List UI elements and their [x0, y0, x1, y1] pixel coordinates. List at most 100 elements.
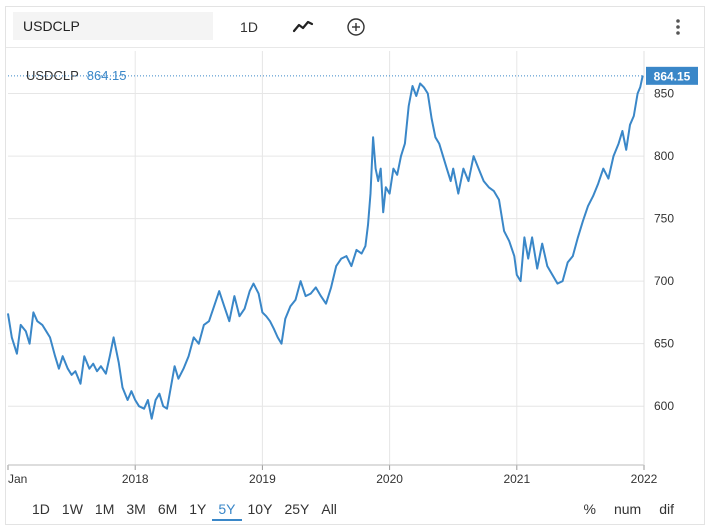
data-point: [556, 283, 559, 285]
data-point: [389, 193, 391, 195]
data-point: [249, 290, 251, 292]
data-point: [58, 368, 60, 370]
range-button-1d[interactable]: 1D: [32, 501, 50, 517]
data-point: [127, 399, 129, 401]
axes: 600 650 700 750 800 850 Jan 2018 2019 2020 2021 202…: [7, 51, 674, 486]
data-point: [96, 370, 98, 372]
data-point: [20, 324, 22, 326]
data-point: [244, 308, 246, 310]
range-button-all[interactable]: All: [321, 501, 337, 517]
data-point: [372, 136, 374, 138]
data-point: [258, 293, 260, 295]
data-point: [567, 261, 569, 263]
data-point: [49, 336, 51, 338]
data-point: [493, 190, 495, 192]
data-point: [305, 295, 307, 297]
x-tick-label: Jan: [8, 472, 27, 486]
data-point: [612, 155, 615, 157]
range-button-5y[interactable]: 5Y: [212, 497, 242, 521]
data-point: [396, 174, 398, 176]
data-point: [238, 315, 241, 317]
more-vertical-icon: [676, 19, 680, 35]
data-point: [457, 193, 459, 195]
data-point: [400, 155, 402, 157]
data-point: [411, 85, 414, 87]
data-point: [203, 324, 205, 326]
data-point: [320, 295, 322, 297]
data-point: [582, 220, 584, 222]
data-point: [431, 117, 433, 120]
price-chart[interactable]: 600 650 700 750 800 850 Jan 2018 2019 2020 2021 202…: [6, 7, 706, 487]
interval-button[interactable]: 1D: [240, 19, 258, 35]
series-layer: [7, 75, 644, 420]
data-point: [503, 230, 505, 232]
data-point: [155, 399, 157, 401]
data-point: [177, 378, 179, 380]
data-point: [637, 92, 639, 95]
data-point: [325, 303, 327, 305]
data-point: [340, 258, 342, 260]
data-point: [607, 178, 610, 180]
data-point: [300, 280, 302, 282]
data-point: [261, 311, 263, 313]
data-point: [345, 255, 347, 257]
data-point: [113, 336, 115, 338]
data-point: [134, 399, 136, 401]
range-button-1m[interactable]: 1M: [94, 501, 115, 517]
range-button-10y[interactable]: 10Y: [247, 501, 273, 517]
data-point: [188, 355, 190, 357]
range-button-25y[interactable]: 25Y: [284, 501, 310, 517]
x-tick-label: 2021: [503, 472, 530, 486]
data-point: [527, 258, 529, 260]
data-point: [45, 330, 47, 332]
data-point: [29, 343, 31, 345]
x-tick-label: 2022: [631, 472, 658, 486]
data-point: [62, 355, 64, 357]
data-point: [629, 124, 631, 126]
range-button-6m[interactable]: 6M: [157, 501, 178, 517]
data-point: [618, 143, 620, 145]
data-point: [392, 168, 394, 170]
data-point: [16, 353, 18, 355]
data-point: [577, 236, 579, 238]
more-menu-button[interactable]: [669, 15, 687, 39]
data-point: [442, 155, 444, 157]
data-point: [109, 355, 111, 357]
data-point: [25, 330, 27, 332]
data-point: [147, 399, 149, 401]
data-point: [377, 180, 379, 182]
line-chart-icon: [292, 20, 314, 33]
scale-button-dif[interactable]: dif: [659, 501, 674, 517]
y-tick-label: 750: [654, 212, 674, 226]
scale-selector: % num dif: [566, 497, 674, 521]
data-point: [551, 274, 554, 276]
compare-button[interactable]: [344, 15, 368, 39]
symbol-input[interactable]: [13, 12, 213, 40]
data-point: [531, 236, 533, 238]
legend-value: 864.15: [86, 68, 127, 83]
data-point: [546, 265, 548, 267]
scale-button-num[interactable]: num: [613, 501, 642, 517]
range-button-1w[interactable]: 1W: [61, 501, 83, 517]
scale-button-percent[interactable]: %: [583, 501, 596, 517]
data-point: [592, 195, 594, 197]
data-point: [7, 313, 9, 315]
data-point: [277, 336, 279, 338]
data-point: [516, 274, 518, 276]
data-point: [170, 386, 172, 389]
data-point: [36, 320, 38, 322]
data-point: [597, 183, 599, 185]
data-point: [415, 95, 417, 97]
range-button-3m[interactable]: 3M: [126, 501, 146, 517]
data-point: [100, 365, 102, 367]
data-point: [452, 168, 454, 170]
chart-legend: USDCLP 864.15: [26, 68, 127, 83]
range-button-1y[interactable]: 1Y: [189, 501, 207, 517]
chart-type-button[interactable]: [291, 15, 317, 39]
series-line-usdclp: [7, 75, 644, 420]
y-tick-label: 600: [654, 399, 674, 413]
data-point: [310, 293, 312, 295]
data-point: [355, 249, 358, 251]
x-tick-label: 2019: [249, 472, 276, 486]
data-point: [280, 343, 283, 345]
